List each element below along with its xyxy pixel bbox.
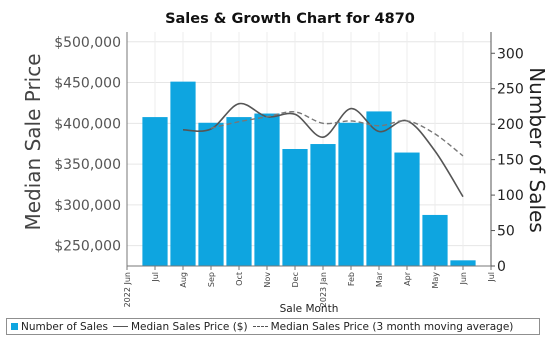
bar-number-of-sales [198, 122, 224, 266]
line-moving-average [210, 111, 464, 157]
bar-number-of-sales [170, 81, 196, 267]
line-median-sales-price [182, 102, 464, 198]
bar-number-of-sales [254, 113, 280, 266]
x-tick-label: Oct [235, 272, 244, 286]
y-right-tick-label: 250 [497, 82, 524, 98]
x-tick-label: Sep [207, 272, 216, 287]
y-left-tick-label: $400,000 [54, 116, 121, 132]
chart-area: Sales & Growth Chart for 4870 $250,000 $3… [21, 11, 549, 315]
x-tick-label: 2023 Jan [319, 272, 328, 307]
y-left-tick-label: $450,000 [54, 76, 121, 92]
x-tick-label: May [431, 272, 440, 289]
legend-item-dashed: Median Sales Price (3 month moving avera… [252, 320, 514, 333]
bar-number-of-sales [282, 149, 308, 266]
x-tick-label: Aug [179, 272, 188, 288]
y-right-tick-label: 150 [497, 153, 524, 169]
x-tick-label: Apr [403, 271, 412, 286]
x-tick-label: Mar [375, 271, 384, 287]
legend-label-dashed: Median Sales Price (3 month moving avera… [270, 320, 514, 333]
y-right-axis-title: Number of Sales [525, 67, 549, 233]
bar-number-of-sales [450, 260, 476, 266]
plot-group: $250,000 $300,000 $350,000 $400,000 $450,000… [54, 32, 524, 307]
legend-swatch-bars [11, 323, 18, 330]
bar-number-of-sales [310, 144, 336, 266]
y-left-tick-label: $250,000 [54, 239, 121, 255]
y-right-tick-label: 100 [497, 188, 524, 204]
x-tick-label: 2022 Jun [123, 272, 132, 307]
bar-number-of-sales [422, 214, 448, 266]
bar-number-of-sales [366, 111, 392, 266]
legend-item-bars: Number of Sales [11, 321, 108, 333]
y-left-axis-title: Median Sale Price [21, 53, 45, 230]
chart-title: Sales & Growth Chart for 4870 [165, 11, 415, 27]
bar-number-of-sales [142, 117, 168, 266]
x-tick-label: Jul [151, 272, 160, 283]
bar-number-of-sales [226, 117, 252, 266]
legend-label-line: Median Sales Price ($) [130, 320, 248, 333]
y-right-tick-label: 0 [497, 259, 506, 275]
x-tick-label: Jun [459, 272, 468, 286]
legend-swatch-dashed [252, 326, 268, 327]
y-right-tick-label: 50 [497, 224, 515, 240]
x-tick-label: Dec [291, 272, 300, 287]
legend-label-bars: Number of Sales [21, 320, 108, 333]
x-tick-label: Feb [347, 272, 356, 286]
y-left-tick-label: $500,000 [54, 35, 121, 51]
legend-swatch-line [112, 326, 128, 327]
y-left-tick-label: $350,000 [54, 157, 121, 173]
bar-number-of-sales [338, 122, 364, 266]
legend-item-line: Median Sales Price ($) [112, 320, 248, 333]
x-tick-label: Nov [263, 272, 272, 288]
x-tick-label: Jul [487, 272, 496, 283]
y-right-tick-label: 200 [497, 117, 524, 133]
bar-number-of-sales [394, 152, 420, 266]
y-right-tick-label: 300 [497, 46, 524, 62]
y-left-tick-label: $300,000 [54, 198, 121, 214]
x-axis-title: Sale Month [280, 303, 339, 315]
chart-legend: Number of Sales Median Sales Price ($) M… [6, 318, 540, 335]
